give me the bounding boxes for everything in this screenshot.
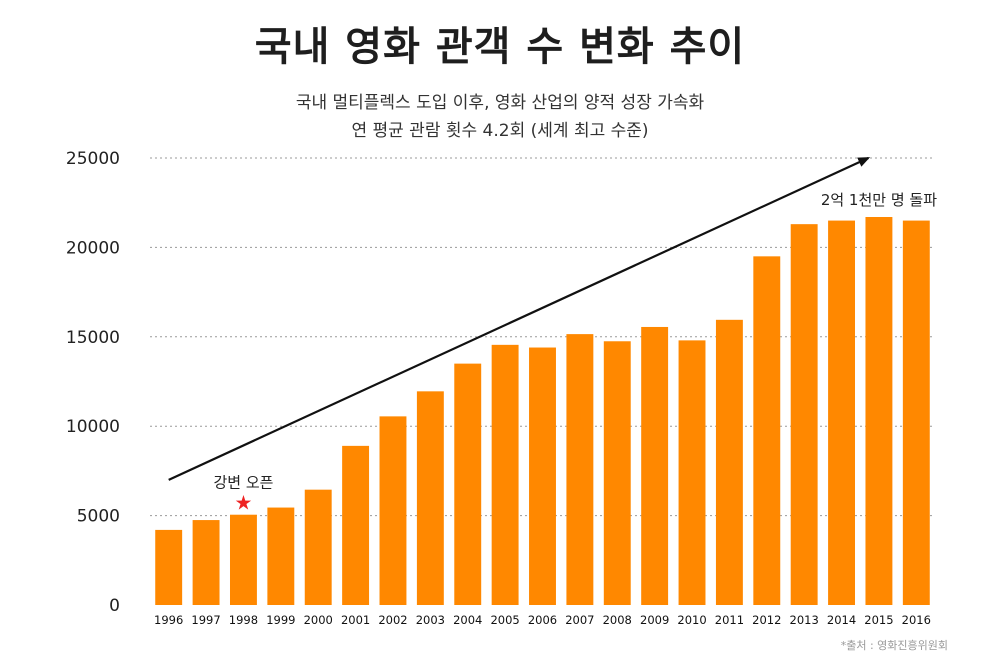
bar-2009	[641, 326, 669, 605]
y-tick-label: 20000	[66, 238, 120, 258]
bar-2006	[529, 347, 556, 605]
chart-title: 국내 영화 관객 수 변화 추이	[254, 24, 746, 70]
bar-1997	[192, 520, 220, 605]
bar-2015	[865, 217, 893, 605]
x-tick-label: 2001	[341, 613, 370, 627]
bar-1996	[155, 529, 183, 605]
x-tick-label: 2015	[864, 613, 893, 627]
y-axis-ticks: 0 5000 10000 15000 20000 25000	[66, 149, 120, 616]
star-icon: ★	[234, 491, 252, 515]
x-tick-label: 2006	[528, 613, 557, 627]
bar-2005	[491, 344, 519, 605]
chart-subtitle-line-1: 국내 멀티플렉스 도입 이후, 영화 산업의 양적 성장 가속화	[295, 93, 705, 113]
y-tick-label: 25000	[66, 149, 120, 169]
y-tick-label: 10000	[66, 417, 120, 437]
x-tick-label: 1996	[154, 613, 183, 627]
bar-2012	[753, 256, 781, 605]
x-tick-label: 2010	[677, 613, 706, 627]
x-tick-label: 2004	[453, 613, 482, 627]
x-tick-label: 1999	[266, 613, 295, 627]
y-tick-label: 5000	[77, 507, 120, 527]
bars	[155, 217, 930, 605]
x-axis-ticks: 1996 1997 1998 1999 2000 2001 2002 2003 2004 2005…	[154, 613, 931, 627]
bar-2002	[379, 416, 407, 605]
bar-2014	[828, 220, 856, 605]
x-tick-label: 2003	[416, 613, 445, 627]
y-tick-label: 15000	[66, 328, 120, 348]
x-tick-label: 2016	[902, 613, 931, 627]
bar-2013	[790, 224, 818, 605]
annotation-label: 강변 오픈	[213, 474, 273, 492]
bar-2004	[454, 363, 482, 605]
x-tick-label: 1998	[229, 613, 258, 627]
chart-subtitle-line-2: 연 평균 관람 횟수 4.2회 (세계 최고 수준)	[351, 121, 649, 141]
bar-2001	[342, 445, 370, 605]
bar-1999	[267, 507, 295, 605]
bar-2008	[603, 341, 631, 605]
bar-2000	[304, 489, 332, 605]
x-tick-label: 2014	[827, 613, 856, 627]
x-tick-label: 2012	[752, 613, 781, 627]
x-tick-label: 2000	[304, 613, 333, 627]
bar-2007	[566, 334, 594, 605]
x-tick-label: 2005	[490, 613, 519, 627]
x-tick-label: 2007	[565, 613, 594, 627]
x-tick-label: 2009	[640, 613, 669, 627]
x-tick-label: 2002	[378, 613, 407, 627]
x-tick-label: 2008	[603, 613, 632, 627]
annotations: ★강변 오픈 2억 1천만 명 돌파	[168, 157, 937, 515]
bar-1998	[229, 514, 257, 605]
y-tick-label: 0	[109, 596, 120, 616]
trend-arrow	[168, 157, 871, 481]
x-tick-label: 1997	[191, 613, 220, 627]
bar-2003	[416, 391, 444, 605]
x-tick-label: 2011	[715, 613, 744, 627]
source-note: *출처 : 영화진흥위원회	[840, 639, 948, 652]
bar-2016	[902, 220, 930, 605]
bar-2011	[715, 319, 743, 605]
annotation-label: 2억 1천만 명 돌파	[821, 191, 937, 209]
bar-2010	[678, 340, 706, 605]
x-tick-label: 2013	[790, 613, 819, 627]
